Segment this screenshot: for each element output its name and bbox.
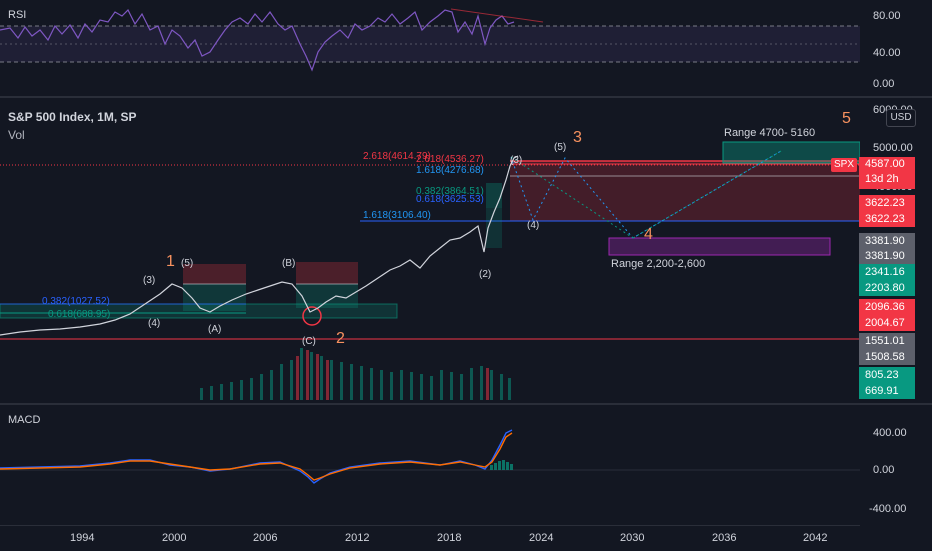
volume-bars bbox=[200, 348, 511, 400]
time-tick-2042: 2042 bbox=[803, 532, 828, 544]
macd-tick-0: 0.00 bbox=[873, 464, 895, 476]
subwave-5: (5) bbox=[181, 258, 194, 269]
fib-0618-a: 0.618(688.95) bbox=[48, 309, 111, 320]
time-axis[interactable]: 1994 2000 2006 2012 2018 2024 2030 2036 … bbox=[0, 525, 860, 551]
price-line bbox=[0, 155, 519, 336]
price-level-tag[interactable]: 3622.23 bbox=[859, 195, 915, 211]
time-tick-2030: 2030 bbox=[620, 532, 645, 544]
price-level-tag[interactable]: 3381.90 bbox=[859, 248, 915, 264]
price-level-tag[interactable]: 3622.23 bbox=[859, 211, 915, 227]
price-level-tag[interactable]: 805.23 bbox=[859, 367, 915, 383]
subwave-A: (A) bbox=[208, 324, 222, 335]
time-tick-2036: 2036 bbox=[712, 532, 737, 544]
price-level-tag[interactable]: 669.91 bbox=[859, 383, 915, 399]
pane-divider[interactable] bbox=[0, 96, 932, 98]
subwave-C: (C) bbox=[302, 336, 316, 347]
fib-0382-a: 0.382(1027.52) bbox=[42, 296, 110, 307]
fib-2618-b: 2.618(4536.27) bbox=[416, 154, 484, 165]
pane-divider[interactable] bbox=[0, 403, 932, 405]
spx-price-tag[interactable]: 4587.00 13d 2h bbox=[859, 157, 915, 189]
time-tick-2018: 2018 bbox=[437, 532, 462, 544]
price-chart bbox=[0, 141, 860, 400]
subwave-2b: (2) bbox=[479, 269, 492, 280]
currency-badge[interactable]: USD bbox=[886, 109, 916, 127]
subwave-B: (B) bbox=[282, 258, 296, 269]
macd-label: MACD bbox=[8, 414, 41, 426]
subwave-4: (4) bbox=[148, 318, 161, 329]
symbol-title[interactable]: S&P 500 Index, 1M, SP bbox=[8, 110, 137, 124]
subwave-5b: (5) bbox=[554, 142, 567, 153]
time-tick-2000: 2000 bbox=[162, 532, 187, 544]
subwave-3: (3) bbox=[143, 275, 156, 286]
wave-2-label: 2 bbox=[336, 330, 345, 347]
time-tick-1994: 1994 bbox=[70, 532, 95, 544]
spx-price: 4587.00 bbox=[865, 158, 905, 170]
rsi-tick-80: 80.00 bbox=[873, 10, 901, 22]
macd-signal-line bbox=[0, 432, 513, 481]
wave-1-label: 1 bbox=[166, 253, 175, 270]
price-level-tag[interactable]: 1551.01 bbox=[859, 333, 915, 349]
rsi-tick-0: 0.00 bbox=[873, 78, 895, 90]
volume-label: Vol bbox=[8, 128, 25, 142]
macd-pane[interactable]: MACD bbox=[0, 405, 860, 525]
spx-countdown: 13d 2h bbox=[865, 173, 899, 185]
fib-0382-b: 0.382(3864.51) bbox=[416, 186, 484, 197]
price-level-tag[interactable]: 2203.80 bbox=[859, 280, 915, 296]
spx-symbol-tag[interactable]: SPX bbox=[831, 158, 857, 172]
macd-line bbox=[0, 429, 513, 484]
price-pane[interactable]: S&P 500 Index, 1M, SP Vol 1 2 3 4 5 (3) … bbox=[0, 98, 860, 403]
price-level-tag[interactable]: 2004.67 bbox=[859, 315, 915, 331]
rsi-line bbox=[0, 8, 515, 72]
fib-1618-b: 1.618(3106.40) bbox=[363, 210, 431, 221]
price-level-tag[interactable]: 2341.16 bbox=[859, 264, 915, 280]
range-top-label: Range 4700- 5160 bbox=[724, 127, 816, 139]
rsi-pane: RSI bbox=[0, 0, 860, 95]
rsi-tick-40: 40.00 bbox=[873, 47, 901, 59]
range-bottom-label: Range 2,200-2,600 bbox=[611, 258, 706, 270]
rsi-label: RSI bbox=[8, 9, 27, 21]
wave-4-label: 4 bbox=[644, 226, 653, 243]
wave-3-label: 3 bbox=[573, 129, 582, 146]
fib-2618-a: 2.618(4614.79) bbox=[363, 151, 431, 162]
fib-0618-b: 0.618(3625.53) bbox=[416, 194, 484, 205]
macd-chart bbox=[0, 429, 860, 484]
wave-5-label: 5 bbox=[842, 110, 851, 127]
time-tick-2012: 2012 bbox=[345, 532, 370, 544]
fib-1618-a: 1.618(4276.68) bbox=[416, 165, 484, 176]
price-level-tag[interactable]: 2096.36 bbox=[859, 299, 915, 315]
price-tick-5000: 5000.00 bbox=[873, 142, 913, 154]
time-tick-2006: 2006 bbox=[253, 532, 278, 544]
macd-tick-400: 400.00 bbox=[873, 427, 907, 439]
time-tick-2024: 2024 bbox=[529, 532, 554, 544]
macd-histogram bbox=[490, 460, 513, 470]
rsi-chart bbox=[0, 8, 860, 72]
price-level-tag[interactable]: 1508.58 bbox=[859, 349, 915, 365]
subwave-3b: (3) bbox=[510, 155, 523, 166]
subwave-4b: (4) bbox=[527, 220, 540, 231]
price-level-tag[interactable]: 3381.90 bbox=[859, 233, 915, 249]
macd-tick-neg400: -400.00 bbox=[869, 503, 907, 515]
